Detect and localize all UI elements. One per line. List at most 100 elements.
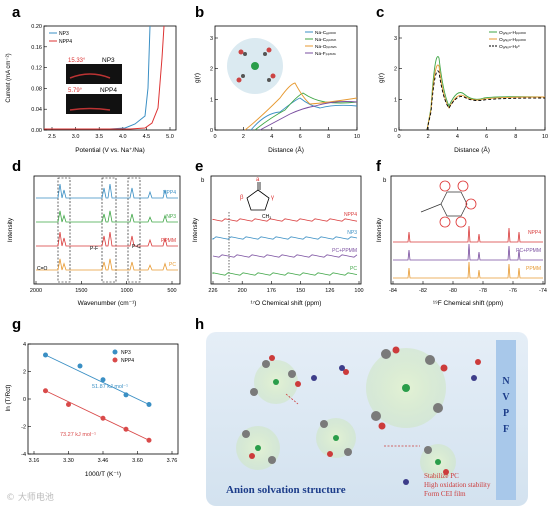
a-ytick: 0.00 [31, 128, 42, 134]
g-ea-bot: 73.27 kJ mol⁻¹ [60, 432, 96, 438]
a-xtick: 4.0 [119, 134, 127, 140]
panel-f-chart: Intensity ¹⁹F Chemical shift (ppm) -84 -8… [376, 175, 547, 307]
a-inset-top-angle: 15.33° [68, 58, 86, 64]
e-trace [212, 236, 358, 241]
a-ytick: 0.20 [31, 24, 42, 30]
f-molecule [420, 191, 468, 217]
b-legend-item: Na-Oₚₚₘₘ [315, 44, 337, 50]
f-trace [393, 243, 543, 261]
f-corner-b: b [383, 178, 387, 184]
f-xtick: -78 [479, 288, 487, 294]
b-curve-0 [250, 97, 358, 131]
h-note-1: High oxidation stability [424, 481, 491, 489]
e-trace-label: NP3 [347, 230, 357, 236]
e-ylabel: Intensity [192, 217, 199, 242]
c-legend-item: Oₐₙᵢₒₙ-Hₚᶜ [499, 44, 520, 50]
panel-label-c: c [376, 4, 385, 21]
b-xtick: 2 [242, 134, 245, 140]
h-title: Anion solvation structure [226, 484, 346, 496]
g-legend-1: NPP4 [121, 358, 134, 364]
e-xtick: 100 [354, 288, 363, 294]
g-point [146, 437, 152, 443]
e-trace [212, 272, 358, 276]
g-point [43, 352, 48, 358]
e-molecule [246, 182, 270, 211]
d-trace [36, 258, 178, 271]
c-xtick: 4 [456, 134, 459, 140]
b-ytick: 0 [210, 128, 213, 134]
panel-d-chart: Intensity Wavenumber (cm⁻¹) 2000 1500 1000… [7, 175, 181, 307]
f-trace [393, 261, 543, 279]
h-electrode-label: N V P F [502, 376, 510, 435]
h-note-0: Stabilize PC [424, 472, 459, 480]
g-point [123, 426, 129, 432]
panel-c-chart: g(r) Distance (Å) 0 2 4 6 8 10 0 1 2 3 Oₐₙᵢₒₙ-Hₚₚ… [378, 25, 548, 154]
b-legend-item: Na-Cₑₚₘₘ [315, 30, 336, 36]
e-xtick: 176 [267, 288, 276, 294]
b-legend-item: Na-Cₚₚₘₘ [315, 37, 336, 43]
d-trace [36, 231, 178, 247]
b-curve-1 [254, 92, 358, 131]
d-annot-pf: P-F [90, 246, 98, 252]
a-ytick: 0.16 [31, 45, 42, 51]
g-ytick: 0 [23, 397, 26, 403]
b-xtick: 4 [270, 134, 273, 140]
f-ylabel: Intensity [376, 217, 383, 242]
c-xlabel: Distance (Å) [454, 145, 490, 154]
c-ytick: 3 [394, 36, 397, 42]
e-xtick: 226 [208, 288, 217, 294]
c-curve-1 [426, 64, 546, 131]
f-trace-label: PC+PPMM [516, 248, 541, 254]
f-xtick: -80 [449, 288, 457, 294]
c-curve-0 [426, 56, 546, 131]
a-inset-bot-label: NPP4 [100, 87, 117, 94]
e-xtick: 200 [238, 288, 247, 294]
d-xtick: 500 [167, 288, 176, 294]
a-xtick: 4.5 [143, 134, 151, 140]
g-point [66, 402, 71, 407]
d-trace-label: NP3 [166, 214, 176, 220]
b-curve-2 [244, 82, 358, 131]
g-xlabel: 1000/T (K⁻¹) [85, 471, 121, 478]
a-xtick: 2.5 [48, 134, 56, 140]
panel-h-illustration: Anion solvation structure N V P F Stabil… [206, 332, 528, 506]
g-point [77, 363, 83, 369]
a-ytick: 0.04 [31, 107, 42, 113]
d-xtick: 1000 [121, 288, 133, 294]
d-xtick: 2000 [30, 288, 42, 294]
panel-label-b: b [195, 4, 205, 21]
e-xtick: 126 [325, 288, 334, 294]
a-curve-npp4 [44, 25, 165, 130]
g-xtick: 3.16 [29, 458, 40, 464]
a-xtick: 5.0 [166, 134, 174, 140]
g-ea-top: 51.87 kJ mol⁻¹ [92, 384, 128, 390]
g-xtick: 3.76 [167, 458, 178, 464]
a-xtick: 3.0 [72, 134, 80, 140]
panel-label-f: f [376, 158, 381, 175]
f-trace [393, 225, 543, 243]
d-trace-label: NPP4 [163, 190, 176, 196]
b-legend-item: Na-Fₚₚₘₘ [315, 51, 336, 57]
e-mol-b: β [240, 195, 244, 201]
a-legend-0: NP3 [59, 31, 69, 37]
g-point [100, 415, 106, 421]
a-xlabel: Potential (V vs. Na⁺/Na) [75, 147, 145, 154]
e-xlabel: ¹⁷O Chemical shift (ppm) [251, 300, 322, 307]
a-inset-bot-angle: 5.79° [68, 88, 83, 94]
d-ylabel: Intensity [7, 217, 14, 242]
b-xtick: 0 [213, 134, 216, 140]
a-inset-top-label: NP3 [102, 57, 115, 64]
g-ytick: 4 [23, 342, 26, 348]
a-ytick: 0.08 [31, 86, 42, 92]
g-point [123, 392, 129, 398]
e-trace-label: NPP4 [344, 212, 357, 218]
h-electrode [496, 340, 516, 500]
d-trace-label: PPMM [161, 238, 176, 244]
c-xtick: 2 [427, 134, 430, 140]
b-curve-3 [259, 101, 358, 131]
d-trace [36, 183, 178, 199]
b-ylabel: g(r) [194, 73, 201, 83]
e-trace [212, 218, 358, 222]
f-trace-label: NPP4 [528, 230, 541, 236]
panel-a-chart: Current (mA cm⁻²) Potential (V vs. Na⁺/N… [6, 24, 177, 154]
